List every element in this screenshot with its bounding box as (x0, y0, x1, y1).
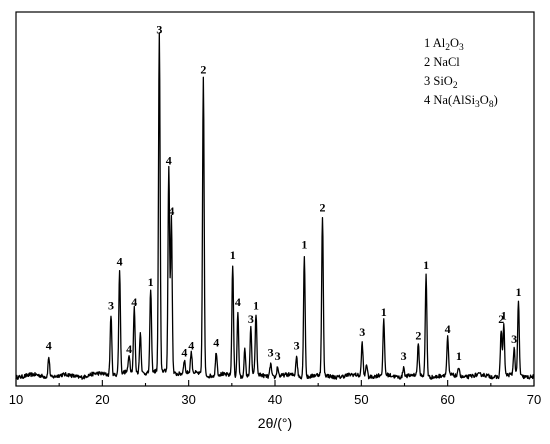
peak-label: 4 (166, 154, 172, 168)
peak-label: 4 (181, 345, 187, 359)
peak-label: 2 (319, 201, 325, 215)
x-tick-label: 50 (354, 392, 368, 407)
x-tick-label: 10 (9, 392, 23, 407)
legend-sub1: 2 (445, 43, 450, 53)
legend-entry: 4 Na(AlSi3O8) (424, 93, 498, 110)
legend-mid: O (480, 93, 489, 107)
legend-id: 2 (424, 55, 433, 69)
legend-tail: ) (494, 93, 498, 107)
peak-label: 4 (117, 255, 123, 269)
peak-label: 1 (456, 349, 462, 363)
x-tick-label: 40 (268, 392, 282, 407)
legend-name: SiO (433, 74, 452, 88)
peak-label: 4 (126, 342, 132, 356)
peak-label: 3 (294, 339, 300, 353)
legend-sub2: 8 (489, 100, 494, 110)
peak-label: 1 (423, 258, 429, 272)
legend-id: 4 (424, 93, 433, 107)
x-tick-label: 20 (95, 392, 109, 407)
xrd-pattern-line (15, 32, 535, 380)
legend-sub2: 3 (459, 43, 464, 53)
x-tick-label: 60 (440, 392, 454, 407)
peak-label: 3 (511, 332, 517, 346)
peak-label: 3 (156, 22, 162, 36)
peak-label: 1 (301, 238, 307, 252)
legend-sub1: 2 (453, 81, 458, 91)
peak-label: 4 (46, 339, 52, 353)
peak-label: 3 (248, 312, 254, 326)
peak-label: 2 (200, 63, 206, 77)
peak-label: 1 (381, 305, 387, 319)
x-axis-title: 2θ/(°) (258, 415, 292, 431)
peak-label: 3 (401, 349, 407, 363)
x-tick-label: 30 (181, 392, 195, 407)
legend-name: NaCl (433, 55, 460, 69)
peak-label: 3 (275, 349, 281, 363)
axes: 10 20 30 40 50 60 70 2θ/(°) (9, 11, 541, 431)
xrd-curve-layer (15, 32, 535, 380)
peak-label: 4 (235, 295, 241, 309)
peak-label: 1 (515, 285, 521, 299)
peak-label: 2 (415, 329, 421, 343)
legend-entry: 2 NaCl (424, 55, 460, 69)
peak-label: 1 (230, 248, 236, 262)
legend-id: 3 (424, 74, 433, 88)
peak-label: 1 (501, 308, 507, 322)
peak-label: 1 (148, 275, 154, 289)
peak-label: 3 (359, 325, 365, 339)
legend-entry: 3 SiO2 (424, 74, 458, 91)
x-tick-label: 70 (527, 392, 541, 407)
peak-label: 3 (268, 345, 274, 359)
peak-label: 4 (445, 322, 451, 336)
peak-label: 4 (188, 339, 194, 353)
legend-entry: 1 Al2O3 (424, 36, 464, 53)
peak-label: 4 (168, 204, 174, 218)
legend-mid: O (450, 36, 459, 50)
peak-label: 2 (498, 312, 504, 326)
peak-label: 4 (213, 335, 219, 349)
legend-name: Al (433, 36, 446, 50)
peak-label: 4 (131, 295, 137, 309)
peak-label: 3 (108, 298, 114, 312)
legend-name: Na(AlSi (433, 93, 475, 107)
legend-id: 1 (424, 36, 433, 50)
peak-label: 1 (253, 298, 259, 312)
legend-sub1: 3 (475, 100, 480, 110)
